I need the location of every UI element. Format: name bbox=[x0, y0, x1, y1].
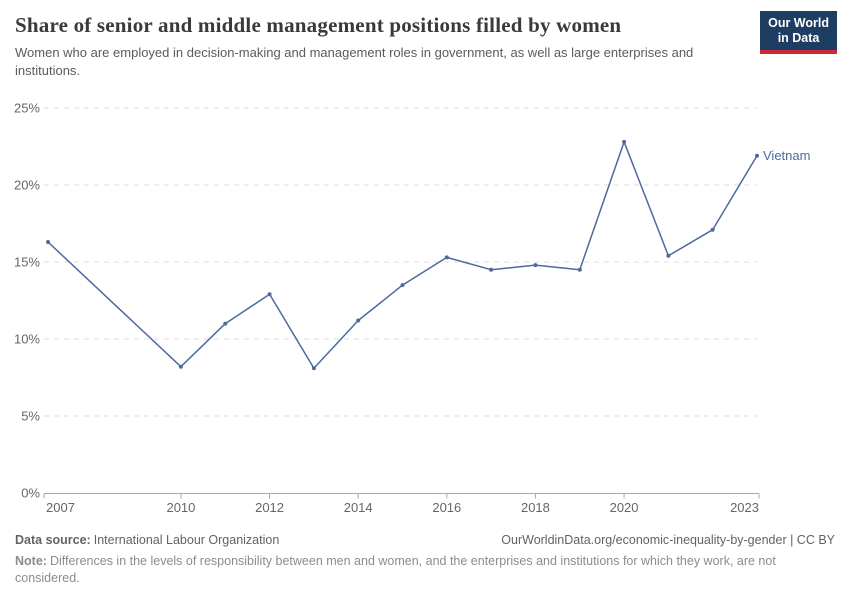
data-point bbox=[356, 318, 361, 323]
y-axis-label: 5% bbox=[21, 409, 40, 424]
data-point bbox=[178, 364, 183, 369]
data-point bbox=[311, 366, 316, 371]
page-title: Share of senior and middle management po… bbox=[15, 13, 622, 37]
y-axis-label: 15% bbox=[14, 255, 40, 270]
x-axis-label: 2012 bbox=[255, 500, 284, 515]
data-source-label: Data source: bbox=[15, 533, 91, 547]
data-point bbox=[533, 263, 538, 268]
note-label: Note: bbox=[15, 554, 47, 568]
data-point bbox=[400, 283, 405, 288]
x-axis-label: 2016 bbox=[432, 500, 461, 515]
data-point bbox=[444, 255, 449, 260]
data-point bbox=[755, 153, 759, 158]
data-point bbox=[489, 267, 494, 272]
series-end-label: Vietnam bbox=[763, 148, 810, 163]
attribution: OurWorldinData.org/economic-inequality-b… bbox=[501, 533, 835, 547]
x-axis-label: 2018 bbox=[521, 500, 550, 515]
x-axis-label: 2023 bbox=[730, 500, 759, 515]
x-axis-label: 2020 bbox=[610, 500, 639, 515]
chart-footer: Data source: International Labour Organiz… bbox=[15, 532, 835, 587]
chart-note: Note: Differences in the levels of respon… bbox=[15, 553, 835, 587]
owid-logo: Our World in Data bbox=[760, 11, 837, 54]
y-axis-label: 25% bbox=[14, 101, 40, 116]
data-point bbox=[577, 267, 582, 272]
x-axis-label: 2010 bbox=[166, 500, 195, 515]
data-point bbox=[46, 240, 50, 244]
owid-logo-line2: in Data bbox=[777, 31, 820, 45]
data-point bbox=[223, 321, 228, 326]
series-line bbox=[47, 141, 758, 370]
y-axis-label: 0% bbox=[21, 486, 40, 501]
data-point bbox=[267, 292, 272, 297]
x-axis-label: 2007 bbox=[46, 500, 75, 515]
y-axis-label: 10% bbox=[14, 332, 40, 347]
data-source: Data source: International Labour Organiz… bbox=[15, 532, 279, 548]
chart-header: Share of senior and middle management po… bbox=[15, 12, 760, 80]
data-source-value: International Labour Organization bbox=[93, 533, 280, 547]
data-point bbox=[622, 139, 627, 144]
chart-subtitle: Women who are employed in decision-makin… bbox=[15, 45, 694, 78]
chart-svg: 0% 5% 10% 15% 20% 25% 2007 2010 2012 2014 2016 2018… bbox=[14, 101, 811, 516]
owid-logo-line1: Our World bbox=[768, 16, 829, 30]
data-point bbox=[710, 227, 715, 232]
data-point bbox=[666, 253, 671, 258]
x-axis-label: 2014 bbox=[344, 500, 373, 515]
y-axis-label: 20% bbox=[14, 178, 40, 193]
note-text: Differences in the levels of responsibil… bbox=[15, 554, 776, 585]
